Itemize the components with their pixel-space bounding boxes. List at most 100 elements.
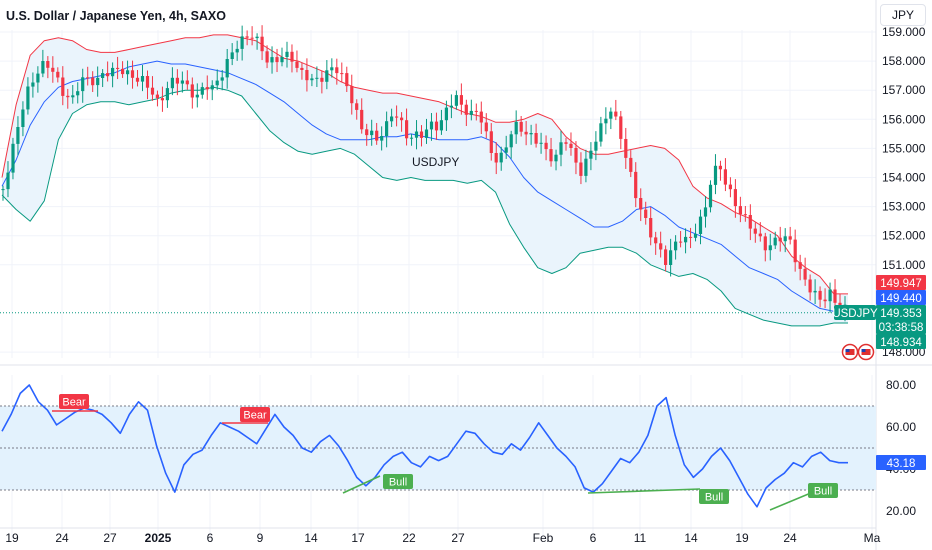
candle-body <box>679 241 683 243</box>
candle-body <box>255 36 259 39</box>
candle-body <box>116 67 120 69</box>
candle-body <box>66 95 70 98</box>
candle-body <box>155 94 159 99</box>
candle-body <box>464 104 468 115</box>
candle-body <box>310 78 314 81</box>
candle-body <box>574 148 578 163</box>
candle-body <box>61 77 65 96</box>
time-axis-tick: 17 <box>351 531 365 545</box>
candle-body <box>823 299 827 302</box>
candle-body <box>768 245 772 251</box>
candle-body <box>175 77 179 84</box>
candle-body <box>86 77 90 79</box>
time-axis-tick: 2025 <box>145 531 172 545</box>
candle-body <box>803 268 807 280</box>
currency-button[interactable]: JPY <box>880 4 926 26</box>
lower-band-tag <box>876 334 926 349</box>
candle-body <box>405 120 409 139</box>
rsi-band-fill <box>0 406 876 490</box>
basis-tag <box>876 290 926 305</box>
candle-body <box>639 198 643 210</box>
last-price-tag-text: 03:38:58 <box>879 322 924 334</box>
candle-body <box>554 154 558 162</box>
candle-body <box>529 133 533 135</box>
candle-body <box>659 243 663 250</box>
candle-body <box>285 51 289 57</box>
candle-body <box>31 82 35 87</box>
candle-body <box>773 237 777 246</box>
signal-label-bullish <box>699 489 729 504</box>
candle-body <box>798 262 802 269</box>
candle-body <box>230 52 234 59</box>
candle-body <box>360 109 364 130</box>
candle-body <box>46 61 50 68</box>
candle-body <box>21 109 25 127</box>
candle-body <box>718 165 722 170</box>
time-axis-tick: 14 <box>684 531 698 545</box>
time-axis-tick: 6 <box>207 531 214 545</box>
signal-label-text: Bull <box>389 477 407 489</box>
basis-tag-text: 149.440 <box>880 293 922 305</box>
candle-body <box>684 236 688 243</box>
candle-body <box>81 77 85 92</box>
lower-band-tag-text: 148.934 <box>880 337 922 349</box>
rsi-value-tag-text: 43.18 <box>887 458 916 470</box>
candle-body <box>539 142 543 144</box>
candle-body <box>808 279 812 293</box>
time-axis-tick: 11 <box>634 531 647 545</box>
price-axis-tick: 156.000 <box>882 112 926 126</box>
candle-body <box>449 105 453 108</box>
candle-body <box>629 157 633 172</box>
candle-body <box>1 189 5 191</box>
candle-body <box>205 87 209 90</box>
price-axis-tick: 151.000 <box>882 258 926 272</box>
candle-body <box>190 84 194 98</box>
candle-body <box>121 68 125 75</box>
candle-body <box>733 189 737 207</box>
candle-body <box>16 127 20 144</box>
candle-body <box>295 61 299 68</box>
candle-body <box>91 77 95 86</box>
rsi-axis-tick: 20.00 <box>886 504 916 518</box>
candle-body <box>654 237 658 244</box>
candle-body <box>245 36 249 38</box>
candle-body <box>340 73 344 75</box>
candle-body <box>783 236 787 242</box>
event-flag-canton <box>861 349 866 352</box>
candle-body <box>275 57 279 63</box>
candle-body <box>71 95 75 98</box>
candle-body <box>454 95 458 106</box>
upper-band-tag <box>876 275 926 290</box>
candle-body <box>833 289 837 303</box>
candle-body <box>195 94 199 98</box>
candle-body <box>395 116 399 118</box>
candle-body <box>743 214 747 216</box>
candle-body <box>315 77 319 79</box>
candle-body <box>385 121 389 136</box>
candle-body <box>499 152 503 163</box>
candle-body <box>649 218 653 238</box>
time-axis-tick: 22 <box>402 531 416 545</box>
candle-body <box>96 77 100 86</box>
candle-body <box>564 142 568 144</box>
candle-body <box>130 70 135 78</box>
time-axis-tick: 19 <box>735 531 749 545</box>
candle-body <box>723 169 727 185</box>
time-axis-tick: 27 <box>103 531 117 545</box>
rsi-axis-tick: 80.00 <box>886 378 916 392</box>
candle-body <box>126 70 130 75</box>
candle-body <box>250 37 254 39</box>
event-flag-stripe <box>845 349 855 355</box>
candle-body <box>479 111 483 123</box>
candle-body <box>160 98 164 101</box>
candle-body <box>429 121 434 130</box>
bollinger-upper-line <box>1 34 848 295</box>
candle-body <box>664 249 668 265</box>
candle-body <box>549 149 553 162</box>
candle-body <box>260 36 264 52</box>
candle-body <box>828 289 832 302</box>
candle-body <box>599 123 603 142</box>
candle-body <box>559 142 563 155</box>
candle-body <box>180 80 184 84</box>
